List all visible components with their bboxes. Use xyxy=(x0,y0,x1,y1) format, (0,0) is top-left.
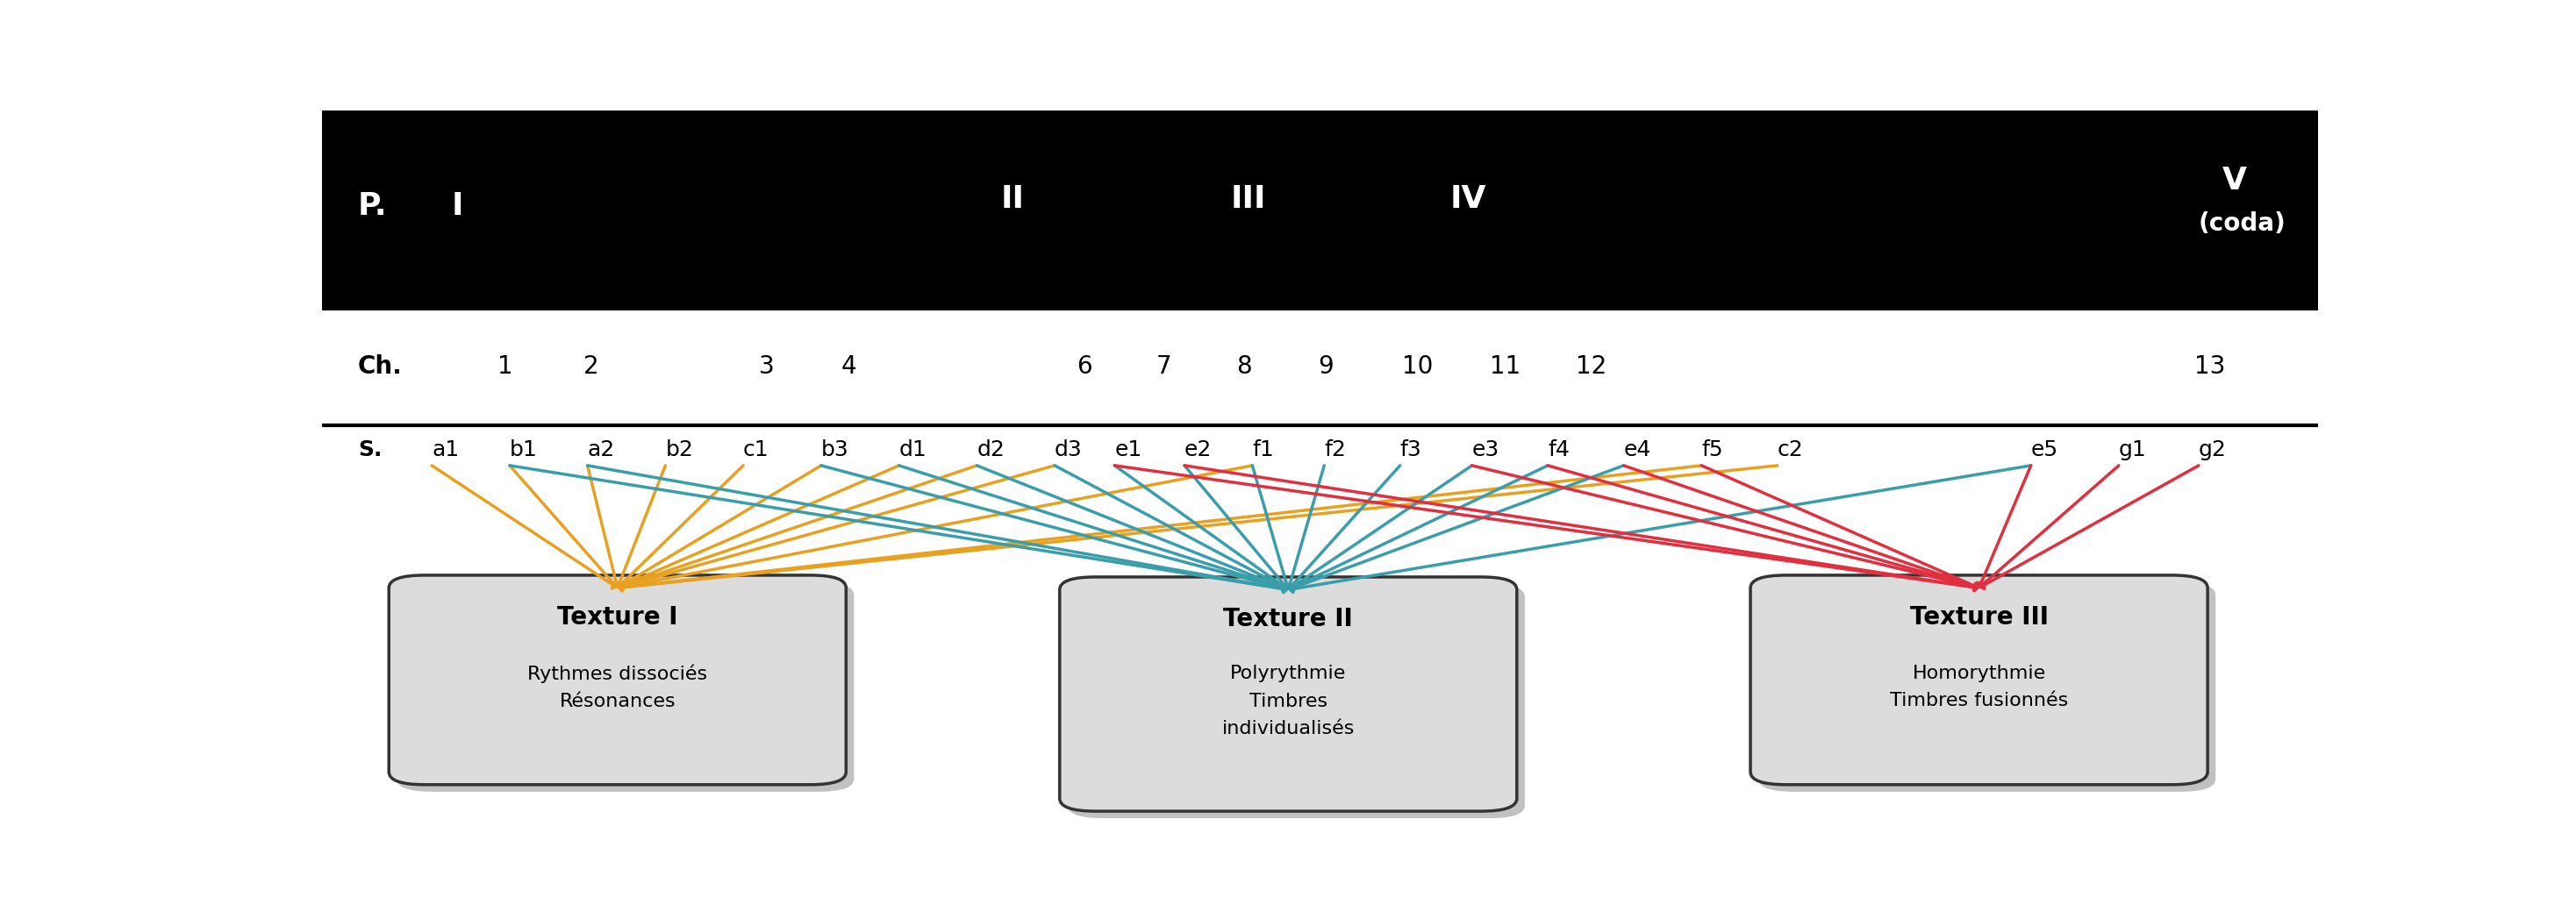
Text: Texture I: Texture I xyxy=(556,606,677,630)
Text: e2: e2 xyxy=(1185,439,1211,460)
Text: b1: b1 xyxy=(510,439,538,460)
Text: IV: IV xyxy=(1450,184,1486,213)
Text: f2: f2 xyxy=(1324,439,1347,460)
Text: d3: d3 xyxy=(1054,439,1082,460)
FancyBboxPatch shape xyxy=(1759,583,2215,792)
Text: Texture III: Texture III xyxy=(1909,606,2048,630)
FancyBboxPatch shape xyxy=(322,110,2318,309)
FancyBboxPatch shape xyxy=(1752,575,2208,785)
Text: e1: e1 xyxy=(1115,439,1141,460)
Text: 3: 3 xyxy=(760,354,775,379)
Text: (coda): (coda) xyxy=(2197,211,2285,236)
Text: P.: P. xyxy=(358,191,386,221)
Text: 4: 4 xyxy=(840,354,858,379)
Text: Texture II: Texture II xyxy=(1224,607,1352,631)
Text: 8: 8 xyxy=(1236,354,1252,379)
Text: a2: a2 xyxy=(587,439,616,460)
Text: 11: 11 xyxy=(1489,354,1520,379)
Text: c1: c1 xyxy=(744,439,770,460)
Text: Polyrythmie
Timbres
individualisés: Polyrythmie Timbres individualisés xyxy=(1221,665,1355,737)
Text: 9: 9 xyxy=(1319,354,1334,379)
Text: d1: d1 xyxy=(899,439,927,460)
FancyBboxPatch shape xyxy=(1066,584,1525,818)
FancyBboxPatch shape xyxy=(389,575,845,785)
Text: d2: d2 xyxy=(976,439,1005,460)
Text: S.: S. xyxy=(358,439,381,460)
Text: 13: 13 xyxy=(2195,354,2226,379)
Text: 1: 1 xyxy=(497,354,513,379)
Text: Ch.: Ch. xyxy=(358,354,402,379)
Text: I: I xyxy=(451,191,464,221)
Text: 10: 10 xyxy=(1401,354,1432,379)
Text: V: V xyxy=(2223,166,2246,196)
Text: f4: f4 xyxy=(1548,439,1569,460)
Text: g2: g2 xyxy=(2197,439,2226,460)
Text: e4: e4 xyxy=(1623,439,1651,460)
Text: f1: f1 xyxy=(1252,439,1275,460)
Text: 7: 7 xyxy=(1157,354,1172,379)
Text: c2: c2 xyxy=(1777,439,1803,460)
Text: f3: f3 xyxy=(1401,439,1422,460)
Text: III: III xyxy=(1231,184,1265,213)
Text: b3: b3 xyxy=(822,439,850,460)
Text: a1: a1 xyxy=(433,439,459,460)
Text: e5: e5 xyxy=(2030,439,2058,460)
Text: b2: b2 xyxy=(665,439,693,460)
Text: f5: f5 xyxy=(1703,439,1723,460)
Text: e3: e3 xyxy=(1471,439,1499,460)
FancyBboxPatch shape xyxy=(397,583,855,792)
Text: II: II xyxy=(999,184,1025,213)
Text: 12: 12 xyxy=(1577,354,1607,379)
Text: Rythmes dissociés
Résonances: Rythmes dissociés Résonances xyxy=(528,664,708,710)
FancyBboxPatch shape xyxy=(1059,577,1517,811)
Text: 2: 2 xyxy=(585,354,600,379)
Text: Homorythmie
Timbres fusionnés: Homorythmie Timbres fusionnés xyxy=(1891,664,2069,709)
Text: 6: 6 xyxy=(1077,354,1092,379)
Text: g1: g1 xyxy=(2117,439,2146,460)
